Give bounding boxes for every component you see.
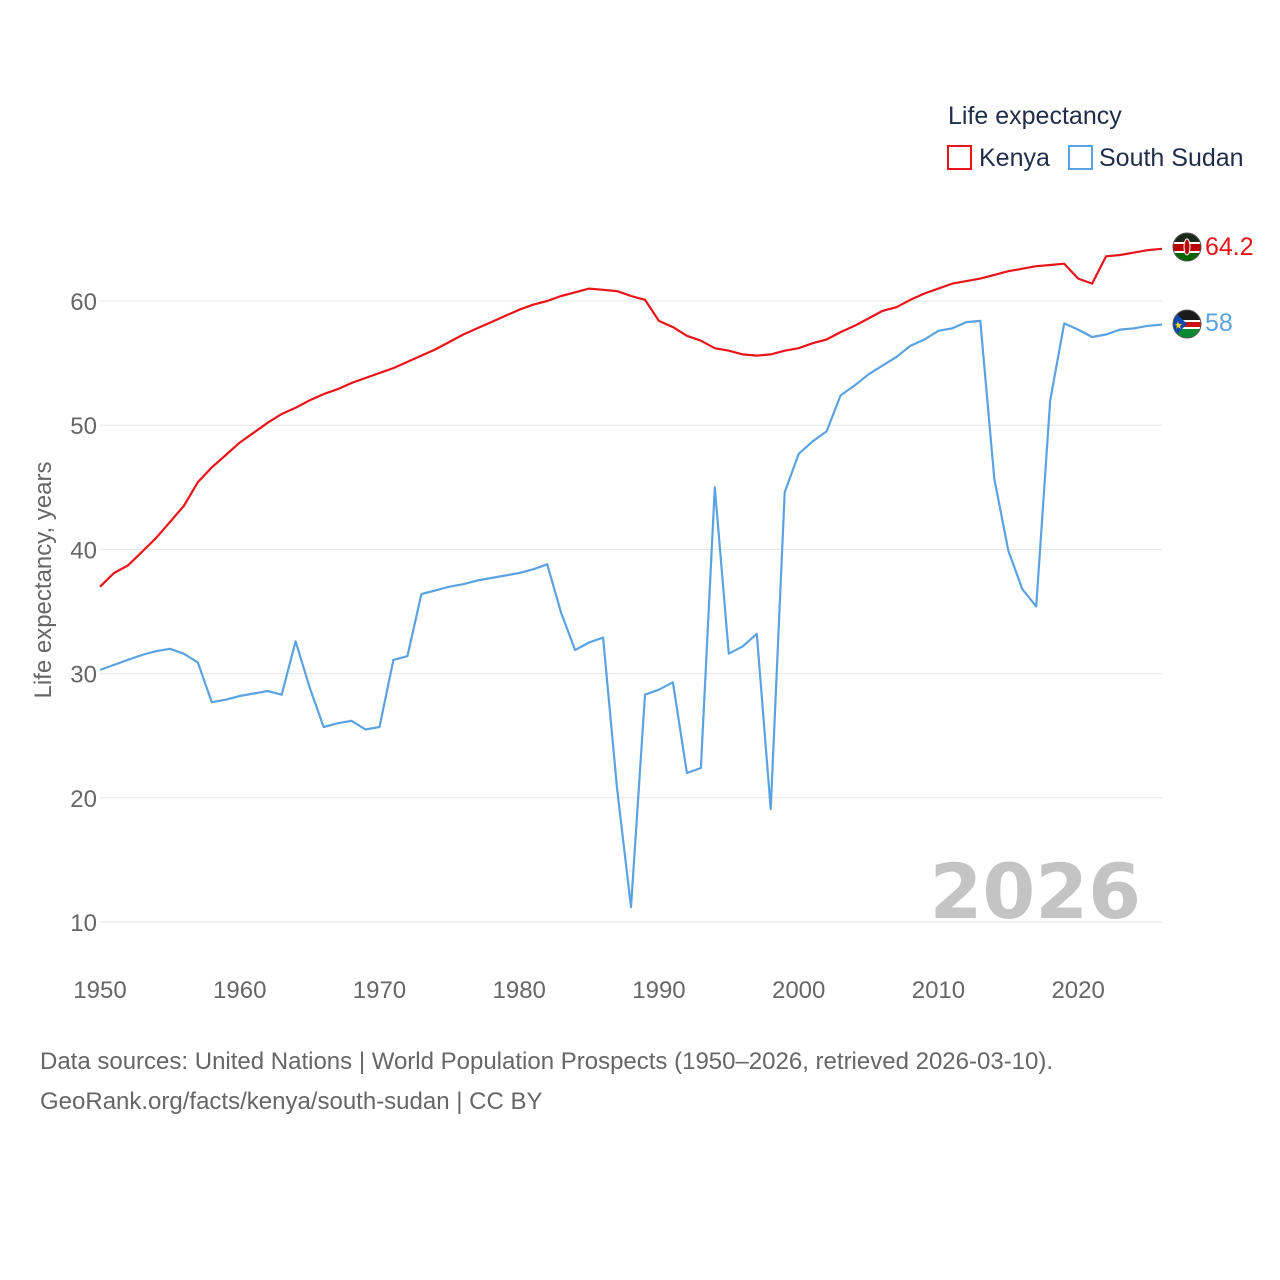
gridlines <box>100 300 1162 923</box>
legend[interactable]: Life expectancy Kenya South Sudan <box>947 102 1244 172</box>
y-axis-label: Life expectancy, years <box>30 461 57 698</box>
x-tick-label: 1980 <box>493 977 546 1004</box>
source-line-2[interactable]: GeoRank.org/facts/kenya/south-sudan | CC… <box>40 1088 543 1115</box>
legend-title: Life expectancy <box>948 102 1122 130</box>
south-sudan-end-label: 58 <box>1205 309 1233 337</box>
x-tick-label: 1970 <box>353 977 406 1004</box>
y-tick-label: 10 <box>70 910 97 937</box>
series-lines <box>99 247 1163 909</box>
y-tick-label: 30 <box>70 662 97 689</box>
kenya-end-label: 64.2 <box>1205 233 1254 261</box>
y-axis: 10 20 30 40 50 60 <box>70 289 97 937</box>
year-watermark: 2026 <box>929 847 1141 936</box>
x-tick-label: 1950 <box>73 977 126 1004</box>
y-tick-label: 50 <box>70 413 97 440</box>
legend-label-south-sudan[interactable]: South Sudan <box>1099 144 1244 172</box>
x-tick-label: 2010 <box>912 977 965 1004</box>
x-tick-label: 1990 <box>632 977 685 1004</box>
source-line-1: Data sources: United Nations | World Pop… <box>40 1048 1054 1075</box>
legend-swatch-kenya[interactable] <box>947 145 972 170</box>
x-tick-label: 1960 <box>213 977 266 1004</box>
y-tick-label: 20 <box>70 786 97 813</box>
series-line-south-sudan[interactable] <box>99 319 1163 909</box>
south-sudan-flag-icon <box>1173 310 1201 338</box>
y-tick-label: 60 <box>70 289 97 316</box>
legend-swatch-south-sudan[interactable] <box>1068 145 1093 170</box>
legend-label-kenya[interactable]: Kenya <box>979 144 1050 172</box>
x-tick-label: 2000 <box>772 977 825 1004</box>
x-axis: 1950 1960 1970 1980 1990 2000 2010 2020 <box>73 977 1105 1004</box>
y-tick-label: 40 <box>70 537 97 564</box>
series-line-kenya[interactable] <box>99 247 1163 588</box>
source-note: Data sources: United Nations | World Pop… <box>40 1042 1053 1122</box>
kenya-flag-icon <box>1173 233 1201 261</box>
x-tick-label: 2020 <box>1051 977 1104 1004</box>
